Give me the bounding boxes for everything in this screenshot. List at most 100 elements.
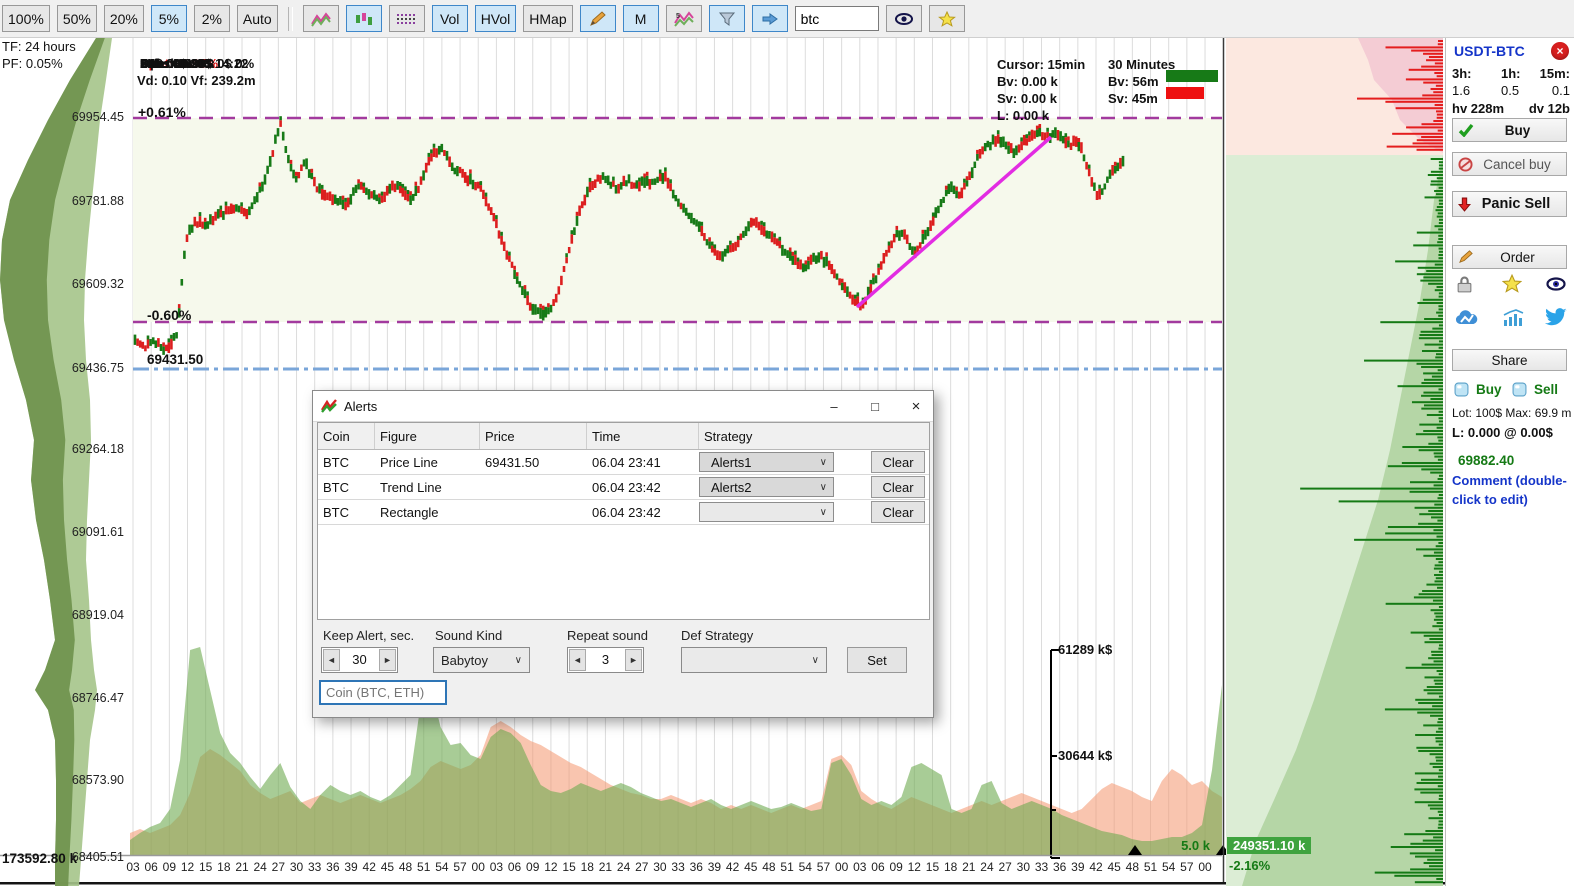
candle-wick <box>888 242 891 246</box>
zoom-auto-button[interactable]: Auto <box>237 5 278 32</box>
bid-bar <box>1354 539 1443 541</box>
candle-wick <box>825 252 828 256</box>
candle <box>976 154 979 161</box>
twitter-icon[interactable] <box>1544 306 1568 331</box>
candle <box>513 270 516 279</box>
bid-bar <box>1439 795 1443 797</box>
bid-bar <box>1435 737 1443 739</box>
candle <box>485 197 488 207</box>
m-button[interactable]: M <box>623 5 659 32</box>
col-strategy: Strategy <box>699 423 929 449</box>
stats-bars-icon[interactable] <box>1502 308 1526 331</box>
panel-close-icon[interactable]: × <box>1551 42 1569 60</box>
sell-mode-label[interactable]: Sell <box>1534 382 1558 397</box>
candles-icon[interactable] <box>346 5 382 32</box>
bid-bar <box>1438 648 1443 650</box>
dialog-close-button[interactable]: × <box>899 392 933 421</box>
hmap-button[interactable]: HMap <box>523 5 572 32</box>
sound-kind-select[interactable]: Babytoy ∨ <box>433 647 530 673</box>
zoom-5-button[interactable]: 5% <box>151 5 187 32</box>
hvol-button[interactable]: HVol <box>475 5 517 32</box>
order-button[interactable]: Order <box>1452 245 1567 269</box>
comment-field[interactable]: Comment (double-click to edit) <box>1452 472 1568 510</box>
multi-chart-icon[interactable]: 5 <box>666 5 702 32</box>
candle-wick <box>659 170 662 174</box>
candle-wick <box>311 169 314 173</box>
zoom-100-button[interactable]: 100% <box>2 5 50 32</box>
candle <box>893 234 896 243</box>
vol-button[interactable]: Vol <box>432 5 468 32</box>
def-strategy-select[interactable]: ∨ <box>681 647 827 673</box>
spinner-left-icon[interactable]: ◄ <box>323 649 340 671</box>
spinner-right-icon[interactable]: ► <box>625 649 642 671</box>
buy-mode-label[interactable]: Buy <box>1476 382 1502 397</box>
zoom-20-button[interactable]: 20% <box>104 5 144 32</box>
bid-bar <box>1402 462 1443 464</box>
strategy-select[interactable]: Alerts1 ∨ <box>699 452 834 472</box>
star-icon[interactable] <box>1502 274 1522 296</box>
candle <box>625 180 628 186</box>
clear-button[interactable]: Clear <box>871 501 925 523</box>
candle-wick <box>877 264 880 268</box>
share-button[interactable]: Share <box>1452 349 1567 371</box>
coin-filter-input[interactable] <box>319 680 447 705</box>
candle-wick <box>344 198 347 202</box>
alert-row[interactable]: BTC Rectangle 06.04 23:42 ∨ Clear <box>318 500 929 525</box>
line-chart-icon[interactable] <box>303 5 339 32</box>
strategy-select[interactable]: ∨ <box>699 502 834 522</box>
repeat-sound-spinner[interactable]: ◄ 3 ► <box>567 647 644 673</box>
spinner-left-icon[interactable]: ◄ <box>569 649 586 671</box>
minimize-button[interactable]: – <box>817 392 851 421</box>
candle <box>617 184 620 194</box>
dialog-titlebar[interactable]: Alerts – □ × <box>313 391 933 422</box>
candle-wick <box>178 304 181 308</box>
alert-row[interactable]: BTC Price Line 69431.50 06.04 23:41 Aler… <box>318 450 929 475</box>
strategy-select[interactable]: Alerts2 ∨ <box>699 477 834 497</box>
freeze-sell-icon[interactable] <box>1512 382 1527 400</box>
freeze-buy-icon[interactable] <box>1454 382 1469 400</box>
cancel-buy-button[interactable]: Cancel buy <box>1452 152 1567 176</box>
alert-row[interactable]: BTC Trend Line 06.04 23:42 Alerts2 ∨ Cle… <box>318 475 929 500</box>
keep-alert-value: 30 <box>341 648 378 672</box>
bid-bar <box>1436 558 1443 560</box>
keep-alert-spinner[interactable]: ◄ 30 ► <box>321 647 398 673</box>
favorite-star-icon[interactable] <box>929 5 965 32</box>
candle <box>994 136 997 147</box>
candle <box>477 182 480 189</box>
candle <box>498 230 501 238</box>
clear-button[interactable]: Clear <box>871 476 925 498</box>
buy-button[interactable]: Buy <box>1452 118 1567 142</box>
candle <box>963 183 966 190</box>
candle-wick <box>854 295 857 299</box>
clear-button[interactable]: Clear <box>871 451 925 473</box>
filter-icon[interactable] <box>709 5 745 32</box>
candle <box>911 246 914 255</box>
maximize-button[interactable]: □ <box>858 392 892 421</box>
candle <box>506 251 509 260</box>
set-button[interactable]: Set <box>847 647 907 673</box>
lock-icon[interactable] <box>1456 276 1473 297</box>
zoom-2-button[interactable]: 2% <box>194 5 230 32</box>
go-arrow-icon[interactable] <box>752 5 788 32</box>
bid-bar <box>1437 587 1443 589</box>
sound-kind-value: Babytoy <box>441 653 488 668</box>
spinner-right-icon[interactable]: ► <box>379 649 396 671</box>
candle <box>248 207 251 216</box>
candle <box>883 253 886 264</box>
eye-icon[interactable] <box>1546 275 1566 295</box>
cloud-icon[interactable] <box>1454 308 1480 331</box>
candle <box>147 340 150 349</box>
bid-bar <box>1438 497 1443 499</box>
hv-label: hv 228m <box>1452 101 1504 116</box>
panic-sell-button[interactable]: Panic Sell <box>1452 191 1567 217</box>
bid-bar <box>1427 414 1443 416</box>
draw-pencil-icon[interactable] <box>580 5 616 32</box>
symbol-search-input[interactable] <box>795 6 879 31</box>
zoom-50-button[interactable]: 50% <box>57 5 97 32</box>
levels-lines-icon[interactable] <box>389 5 425 32</box>
candle <box>906 235 909 244</box>
row-figure: Price Line <box>375 455 480 470</box>
watch-eye-icon[interactable] <box>886 5 922 32</box>
candle <box>420 176 423 184</box>
candle <box>300 165 303 172</box>
